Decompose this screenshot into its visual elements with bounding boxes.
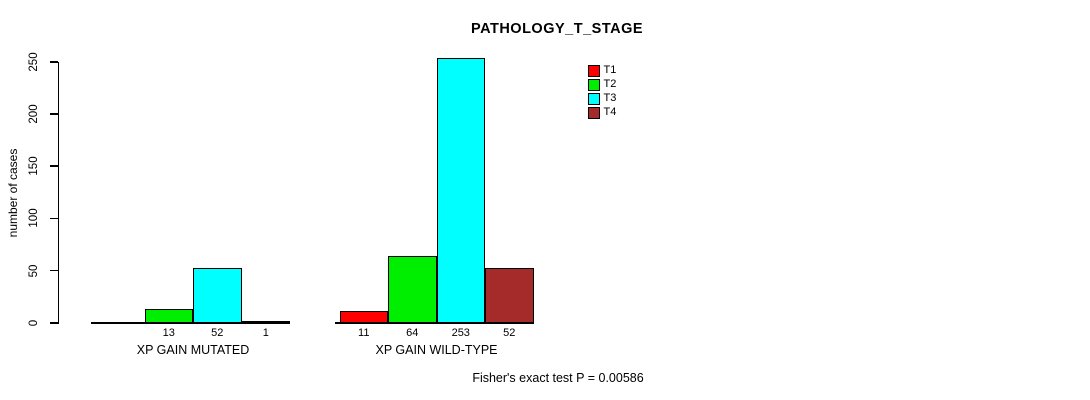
y-tick [50, 61, 58, 63]
y-tick-label: 200 [28, 104, 40, 124]
bar-t1-group2 [339, 310, 388, 324]
bar-t3-group2 [436, 58, 485, 324]
legend-swatch-t3 [588, 93, 600, 105]
legend-swatch-t1 [588, 65, 600, 77]
y-tick [50, 113, 58, 115]
bar-t2-group1 [144, 308, 193, 324]
y-tick-label: 0 [28, 319, 40, 326]
y-tick [50, 322, 58, 324]
y-tick [50, 217, 58, 220]
bar-count-label: 1 [262, 326, 269, 339]
legend-swatch-t2 [588, 79, 600, 91]
legend: T1 T2 T3 T4 [588, 64, 617, 121]
y-tick [50, 269, 58, 272]
y-tick [50, 165, 58, 167]
bar-count-label: 52 [503, 326, 516, 339]
y-tick-label: 250 [28, 52, 40, 72]
legend-label: T3 [603, 92, 617, 105]
bar-t4-group2 [485, 268, 534, 324]
legend-item-t4: T4 [588, 107, 616, 119]
bar-t4-group1 [241, 321, 290, 324]
bar-count-label: 64 [406, 326, 419, 339]
bar-count-label: 253 [451, 326, 470, 339]
group-label-1: XP GAIN MUTATED [136, 343, 250, 357]
legend-label: T2 [603, 78, 617, 91]
legend-item-t1: T1 [588, 64, 617, 77]
bar-count-label: 11 [358, 326, 370, 339]
bar-t3-group1 [193, 268, 242, 324]
chart-title: PATHOLOGY_T_STAGE [470, 21, 644, 37]
y-tick-label: 150 [28, 156, 40, 176]
legend-label: T1 [603, 64, 617, 76]
y-axis-line [57, 62, 59, 324]
bar-t2-group2 [388, 255, 437, 324]
group-label-2: XP GAIN WILD-TYPE [375, 343, 498, 357]
pvalue-footnote: Fisher's exact test P = 0.00586 [472, 371, 644, 385]
legend-item-t3: T3 [588, 93, 616, 105]
y-tick-label: 100 [28, 208, 40, 228]
legend-swatch-t4 [588, 107, 600, 119]
bar-count-label: 52 [211, 326, 224, 339]
legend-item-t2: T2 [588, 79, 616, 91]
legend-label: T4 [603, 106, 617, 119]
bar-count-label: 13 [162, 326, 175, 339]
y-tick-label: 50 [28, 264, 40, 277]
